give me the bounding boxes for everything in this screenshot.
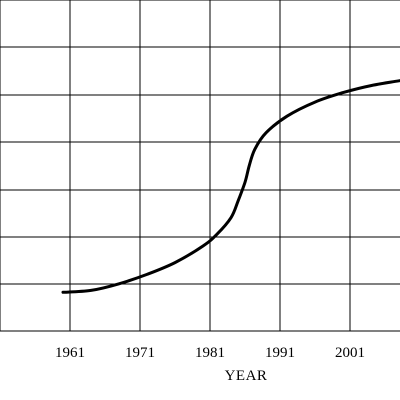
series-line bbox=[61, 79, 400, 294]
x-tick-label: 1981 bbox=[195, 345, 225, 361]
x-tick-labels: 1961 1971 1981 1991 2001 bbox=[55, 345, 365, 361]
x-tick-label: 1961 bbox=[55, 345, 85, 361]
chart-grid bbox=[0, 0, 400, 332]
x-tick-label: 2001 bbox=[335, 345, 365, 361]
x-tick-label: 1971 bbox=[125, 345, 155, 361]
chart-series bbox=[61, 79, 400, 294]
x-tick-label: 1991 bbox=[265, 345, 295, 361]
x-axis-title: YEAR bbox=[225, 368, 268, 384]
